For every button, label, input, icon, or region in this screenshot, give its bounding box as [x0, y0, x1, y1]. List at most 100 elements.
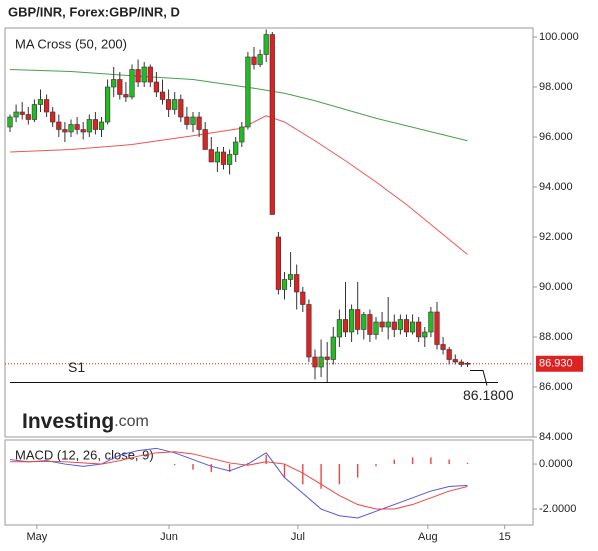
y-tick-label: 96.000: [539, 131, 573, 143]
candle-body: [281, 279, 288, 290]
candle-body: [92, 119, 98, 130]
macd-panel: [4, 439, 534, 526]
histogram-bar: [356, 464, 359, 478]
candle-body: [31, 104, 38, 120]
candle-body: [56, 121, 62, 130]
candle-body: [312, 356, 318, 368]
candle-body: [409, 321, 416, 333]
histogram-bar: [320, 464, 322, 489]
candle-body: [434, 311, 440, 345]
candle-body: [416, 321, 422, 338]
y-tick-label: 100.000: [539, 31, 579, 43]
logo-suffix: .com: [114, 413, 149, 430]
candle-body: [19, 111, 25, 115]
candle-body: [44, 99, 50, 113]
candle-body: [80, 129, 86, 133]
last-price-label: 86.930: [539, 358, 573, 370]
candle-body: [214, 151, 220, 163]
candle-body: [196, 116, 202, 130]
candle-body: [324, 356, 330, 360]
candle-body: [318, 356, 324, 368]
candle-body: [226, 154, 233, 165]
candle-body: [74, 124, 80, 130]
candle-body: [153, 81, 159, 93]
candle-body: [330, 336, 336, 360]
candle-body: [385, 321, 391, 328]
candle-body: [440, 344, 446, 350]
candle-body: [202, 129, 208, 150]
histogram-bar: [228, 464, 231, 472]
ma-legend: MA Cross (50, 200): [15, 36, 127, 51]
candle-body: [68, 124, 74, 133]
y-tick-label: 98.000: [539, 81, 573, 93]
y-tick-label: 88.000: [539, 331, 573, 343]
candle-body: [403, 319, 410, 333]
histogram-bar: [411, 457, 414, 465]
x-tick-label: Jul: [291, 531, 305, 543]
candle-body: [306, 304, 312, 358]
macd-line: [10, 451, 468, 510]
y-tick-label: 0.0000: [539, 458, 573, 470]
histogram-bar: [393, 459, 395, 465]
candle-body: [239, 126, 245, 143]
candle-body: [62, 129, 68, 133]
histogram-bar: [265, 455, 267, 465]
moving-average: [9, 115, 468, 255]
histogram-bar: [466, 462, 469, 465]
candle-body: [190, 116, 196, 125]
macd-line: [9, 447, 468, 519]
candle-body: [111, 79, 117, 88]
histogram-bar: [210, 464, 212, 472]
y-tick-label: 86.000: [539, 381, 573, 393]
histogram-bar: [430, 457, 432, 465]
last-price-box: [536, 355, 583, 372]
histogram-bar: [173, 464, 176, 466]
candle-body: [104, 86, 111, 123]
candle-body: [379, 321, 385, 328]
candle-body: [452, 359, 458, 363]
candle-body: [367, 314, 373, 335]
histogram-bar: [448, 459, 450, 465]
candle-body: [165, 99, 172, 110]
candle-body: [141, 66, 147, 83]
y-tick-label: 90.000: [539, 281, 573, 293]
moving-average: [9, 69, 468, 142]
x-tick-label: Aug: [418, 531, 438, 543]
candle-body: [263, 34, 269, 55]
candle-body: [251, 56, 257, 65]
candle-body: [25, 114, 31, 120]
histogram-bar: [283, 464, 286, 478]
y-tick-label: 84.000: [539, 431, 573, 443]
candle-body: [208, 149, 214, 163]
candle-body: [13, 111, 19, 118]
candle-body: [37, 99, 44, 105]
candle-body: [342, 319, 349, 333]
candle-body: [220, 151, 227, 165]
x-tick-label: Jun: [160, 531, 178, 543]
candle-body: [373, 321, 379, 335]
candle-body: [336, 319, 342, 338]
macd-legend: MACD (12, 26, close, 9): [15, 447, 154, 462]
candle-body: [245, 56, 251, 128]
s1-connector: [470, 370, 488, 386]
candle-body: [269, 34, 275, 215]
candle-body: [172, 99, 178, 110]
chart-title: GBP/INR, Forex:GBP/INR, D: [8, 4, 180, 19]
candle-body: [355, 309, 361, 330]
candle-body: [123, 94, 129, 98]
candle-body: [98, 121, 105, 130]
histogram-bar: [375, 464, 377, 467]
candle-body: [233, 141, 239, 155]
candle-body: [275, 236, 281, 290]
candle-body: [7, 116, 13, 128]
candle-body: [50, 111, 56, 123]
candle-body: [391, 321, 397, 330]
candle-body: [300, 291, 306, 305]
candle-body: [117, 79, 123, 95]
candle-body: [135, 69, 141, 83]
candle-body: [287, 274, 294, 280]
candle-body: [348, 309, 355, 333]
candle-body: [86, 119, 92, 133]
candle-body: [428, 311, 434, 333]
